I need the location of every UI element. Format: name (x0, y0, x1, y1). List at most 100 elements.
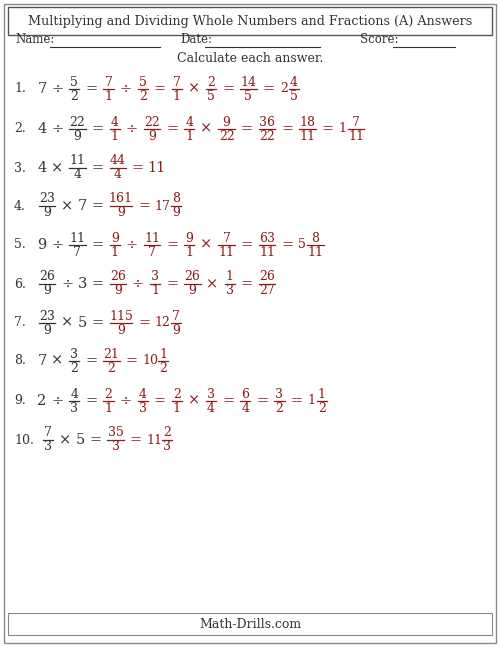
Text: 9: 9 (44, 206, 51, 219)
Text: =: = (92, 122, 104, 136)
Text: Math-Drills.com: Math-Drills.com (199, 617, 301, 630)
Text: ÷: ÷ (126, 238, 138, 252)
Text: 2.: 2. (14, 122, 26, 135)
Text: ÷: ÷ (51, 82, 64, 96)
Text: =: = (92, 161, 104, 175)
Text: 35: 35 (108, 426, 124, 439)
Text: 9: 9 (114, 285, 122, 298)
Text: 3: 3 (70, 402, 78, 415)
Text: =: = (130, 433, 142, 447)
Text: ×: × (206, 277, 218, 291)
Text: 2: 2 (139, 89, 146, 102)
Text: 5: 5 (244, 89, 252, 102)
Text: 5: 5 (290, 89, 298, 102)
Text: 11: 11 (300, 129, 316, 142)
Text: 22: 22 (70, 116, 86, 129)
Text: =: = (92, 238, 104, 252)
Text: =: = (166, 277, 178, 291)
Text: 1: 1 (173, 89, 181, 102)
Text: 10: 10 (142, 355, 158, 367)
Text: 5: 5 (76, 433, 85, 447)
Text: 36: 36 (259, 116, 275, 129)
Text: 3: 3 (70, 347, 78, 360)
Text: =: = (86, 394, 98, 408)
Text: 26: 26 (40, 270, 55, 283)
Text: 10.: 10. (14, 433, 34, 446)
Text: 2: 2 (70, 89, 78, 102)
Text: 161: 161 (109, 193, 133, 206)
Text: =: = (222, 394, 234, 408)
Text: 115: 115 (109, 309, 133, 322)
Text: 4: 4 (38, 122, 46, 136)
Text: =: = (90, 433, 102, 447)
Text: 1: 1 (338, 122, 346, 135)
Text: 4: 4 (114, 168, 122, 182)
Text: 3.: 3. (14, 162, 26, 175)
Text: 26: 26 (259, 270, 275, 283)
Text: ÷: ÷ (126, 122, 138, 136)
Text: ×: × (51, 354, 64, 368)
Text: =: = (290, 394, 302, 408)
Text: 1: 1 (104, 402, 112, 415)
Text: Score:: Score: (360, 33, 399, 46)
Text: ×: × (188, 82, 200, 96)
Text: 9: 9 (111, 232, 118, 245)
Text: 4: 4 (207, 402, 215, 415)
Text: ÷: ÷ (132, 277, 144, 291)
Text: =: = (281, 122, 293, 136)
Text: ×: × (188, 394, 200, 408)
Text: 9: 9 (44, 285, 51, 298)
Text: 11: 11 (144, 232, 160, 245)
Text: =: = (322, 122, 334, 136)
Text: =: = (132, 161, 144, 175)
Text: =: = (138, 199, 150, 213)
Text: 8: 8 (312, 232, 320, 245)
Text: =: = (126, 354, 138, 368)
Text: 1: 1 (110, 129, 118, 142)
Text: 4: 4 (138, 388, 146, 400)
Text: =: = (281, 238, 293, 252)
Text: 7: 7 (172, 309, 180, 322)
Text: 2: 2 (164, 426, 171, 439)
Text: 1: 1 (173, 402, 181, 415)
Text: 4: 4 (186, 116, 194, 129)
Text: 6: 6 (242, 388, 250, 400)
Text: 2: 2 (70, 362, 78, 375)
Text: 5: 5 (207, 89, 215, 102)
Text: =: = (222, 82, 234, 96)
Text: 7: 7 (222, 232, 230, 245)
Text: 12: 12 (154, 316, 170, 329)
Text: Name:: Name: (15, 33, 54, 46)
Text: 4: 4 (70, 388, 78, 400)
Text: 5: 5 (70, 76, 78, 89)
Text: 11: 11 (70, 155, 86, 168)
Text: 3: 3 (112, 441, 120, 454)
Text: 7: 7 (173, 76, 181, 89)
Text: ÷: ÷ (51, 122, 64, 136)
Text: ÷: ÷ (120, 394, 132, 408)
Text: 11: 11 (146, 433, 162, 446)
Text: 8.: 8. (14, 355, 26, 367)
Text: 4: 4 (110, 116, 118, 129)
Text: 9: 9 (172, 324, 180, 336)
Text: 4: 4 (290, 76, 298, 89)
Text: ×: × (62, 199, 74, 213)
Text: 3: 3 (226, 285, 234, 298)
Text: 26: 26 (110, 270, 126, 283)
Text: 8: 8 (172, 193, 179, 206)
Text: 4: 4 (38, 161, 46, 175)
Text: Calculate each answer.: Calculate each answer. (177, 52, 323, 65)
Text: 11: 11 (259, 245, 275, 259)
Text: 14: 14 (240, 76, 256, 89)
Text: 2: 2 (276, 402, 283, 415)
Text: 9: 9 (186, 232, 193, 245)
Text: 7: 7 (78, 199, 87, 213)
Text: 2: 2 (38, 394, 46, 408)
Text: ×: × (62, 316, 74, 330)
Text: =: = (262, 82, 274, 96)
Text: =: = (256, 394, 268, 408)
Text: =: = (86, 354, 98, 368)
Text: 7: 7 (38, 354, 46, 368)
Text: 1: 1 (104, 89, 112, 102)
Text: =: = (240, 122, 253, 136)
